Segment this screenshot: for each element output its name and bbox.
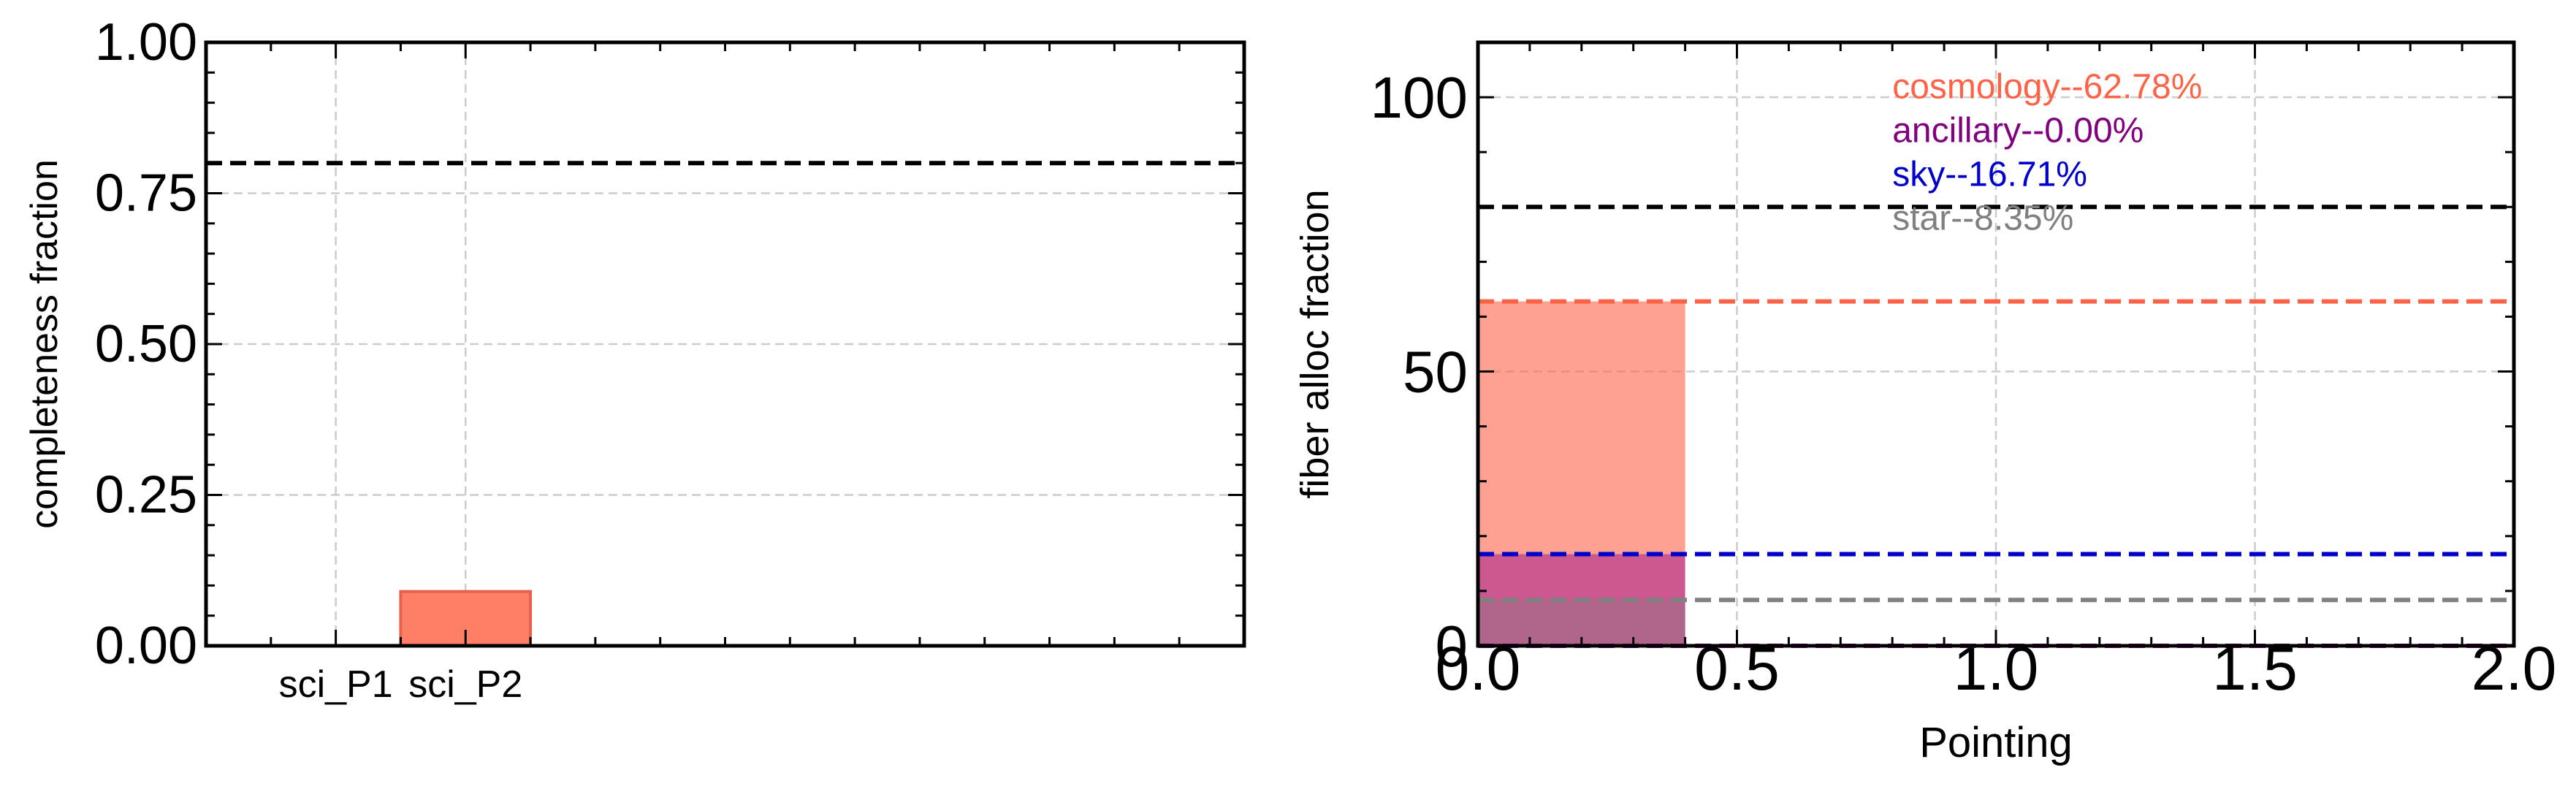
fiber-alloc-chart: 0.0 0.5 1.0 1.5 2.0 0 50 100 cosmology--62.78% a… (1293, 40, 2557, 766)
completeness-chart: 0.00 0.25 0.50 0.75 1.00 sci_P1 sci_P2 complet… (23, 13, 1246, 706)
right-annotations: cosmology--62.78% ancillary--0.00% sky--16… (1892, 67, 2202, 237)
left-xtick-label: sci_P1 (279, 663, 393, 706)
left-xtick-label: sci_P2 (408, 663, 522, 706)
left-grid (206, 41, 1244, 647)
left-ticks (206, 41, 1244, 647)
right-ticks (1476, 41, 2515, 647)
fiber-bar-0 (1478, 301, 1685, 646)
right-xtick-label: 0.0 (1436, 634, 1521, 703)
right-xtick-label: 0.5 (1694, 634, 1780, 703)
right-ytick-label: 50 (1403, 340, 1468, 405)
right-tick-labels: 0.0 0.5 1.0 1.5 2.0 0 50 100 (1371, 65, 2557, 703)
right-xtick-label: 1.0 (1954, 634, 2039, 703)
right-xtick-label: 2.0 (2472, 634, 2557, 703)
right-bars (1478, 301, 1685, 646)
left-tick-labels: 0.00 0.25 0.50 0.75 1.00 sci_P1 sci_P2 (95, 13, 522, 706)
annotation-1: ancillary--0.00% (1892, 112, 2144, 150)
left-ytick-label: 0.75 (95, 164, 197, 223)
left-ytick-label: 0.00 (95, 617, 197, 675)
annotation-2: sky--16.71% (1892, 156, 2087, 194)
annotation-3: star--8.35% (1892, 199, 2073, 238)
left-y-axis-label: completeness fraction (23, 159, 66, 529)
annotation-0: cosmology--62.78% (1892, 67, 2202, 106)
right-y-axis-label: fiber alloc fraction (1293, 189, 1337, 498)
left-ytick-label: 0.25 (95, 466, 197, 525)
right-xtick-label: 1.5 (2212, 634, 2298, 703)
left-ytick-label: 0.50 (95, 315, 197, 373)
right-ytick-label: 100 (1371, 65, 1468, 130)
right-ytick-label: 0 (1436, 614, 1468, 679)
right-x-axis-label: Pointing (1919, 719, 2073, 766)
left-ytick-label: 1.00 (95, 13, 197, 72)
